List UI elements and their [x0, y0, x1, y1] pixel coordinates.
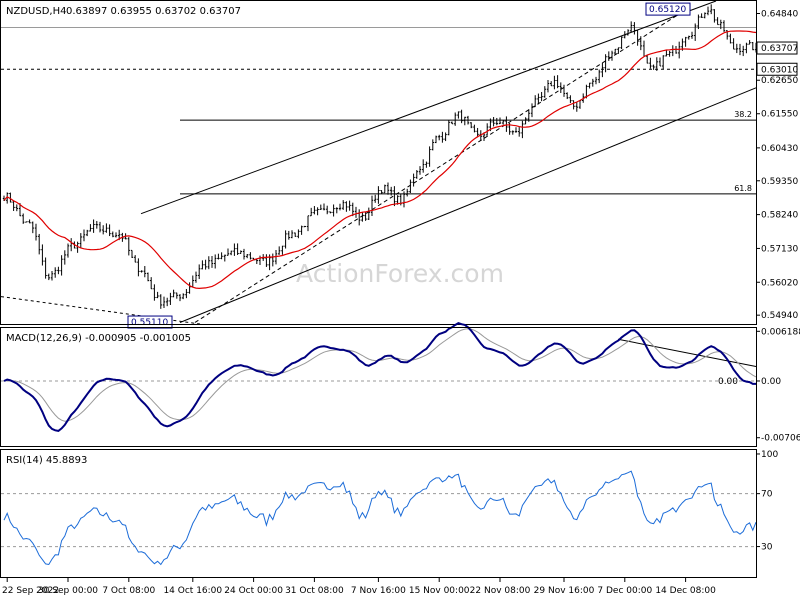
rsi-title: RSI(14) 45.8893 [6, 455, 87, 466]
x-tick-label: 7 Dec 00:00 [597, 586, 652, 596]
y-tick-label: 0.57130 [761, 244, 798, 254]
price-box-label: 0.63010 [761, 65, 798, 75]
fib-label: 61.8 [734, 184, 752, 193]
y-tick-label: 0.58240 [761, 211, 798, 221]
y-tick-label: 0.59350 [761, 177, 798, 187]
macd-line [3, 322, 756, 432]
y-tick-label: 0.61550 [761, 110, 798, 120]
rsi-tick-label: 100 [761, 450, 778, 460]
macd-zero-label: 0.00 [718, 377, 738, 387]
peak-label-box [645, 2, 691, 16]
x-tick-label: 14 Dec 08:00 [655, 586, 716, 596]
macd-tick-label: -0.007068 [761, 434, 800, 444]
x-tick-label: 14 Oct 16:00 [163, 586, 222, 596]
fib-label: 38.2 [734, 110, 752, 119]
trough-label: 0.55110 [131, 318, 168, 328]
macd-lines [1, 338, 757, 382]
y-tick-label: 0.60430 [761, 144, 798, 154]
rsi-line [3, 470, 757, 566]
x-tick-label: 30 Sep 00:00 [38, 586, 98, 596]
macd-tick-label: 0.00 [761, 377, 781, 387]
x-tick-label: 22 Sep 2022 [2, 586, 59, 596]
watermark-text: ActionForex.com [296, 259, 504, 288]
y-tick-label: 0.54940 [761, 311, 798, 321]
channel-lower [179, 87, 757, 323]
rsi-tick-label: 70 [761, 490, 773, 500]
trough-label-box [127, 315, 173, 329]
price-panel: ActionForex.com 38.261.8 0.648400.626500… [0, 0, 798, 329]
macd-tick-label: 0.006188 [761, 327, 800, 337]
x-tick-label: 29 Nov 16:00 [534, 586, 595, 596]
macd-title: MACD(12,26,9) -0.000905 -0.001005 [6, 333, 191, 344]
y-tick-label: 0.62650 [761, 76, 798, 86]
price-panel-frame [0, 0, 757, 325]
macd-panel-frame [0, 327, 757, 447]
moving-average-line [3, 30, 757, 290]
x-tick-label: 7 Nov 16:00 [351, 586, 406, 596]
y-tick-label: 0.64840 [761, 9, 798, 19]
x-tick-label: 15 Nov 00:00 [409, 586, 470, 596]
rsi-tick-label: 30 [761, 543, 773, 553]
macd-panel: 0.006188 0.00 -0.007068 0.00 MACD(12,26,9) … [0, 322, 800, 447]
ohlc-label: 0.63897 0.63955 0.63702 0.63707 [66, 6, 241, 17]
price-box-label: 0.63707 [761, 44, 798, 54]
x-tick-label: 22 Nov 08:00 [470, 586, 531, 596]
symbol-label: NZDUSD,H4 [6, 6, 66, 17]
x-tick-label: 31 Oct 08:00 [285, 586, 344, 596]
x-tick-label: 24 Oct 00:00 [224, 586, 283, 596]
y-tick-label: 0.56020 [761, 278, 798, 288]
macd-divergence-line [617, 338, 757, 368]
channel-upper [140, 0, 717, 215]
peak-label: 0.65120 [649, 5, 686, 15]
price-labels: 0.64840 0.62650 0.61550 0.60430 0.59350 0.582… [127, 2, 798, 329]
x-tick-label: 7 Oct 08:00 [102, 586, 155, 596]
